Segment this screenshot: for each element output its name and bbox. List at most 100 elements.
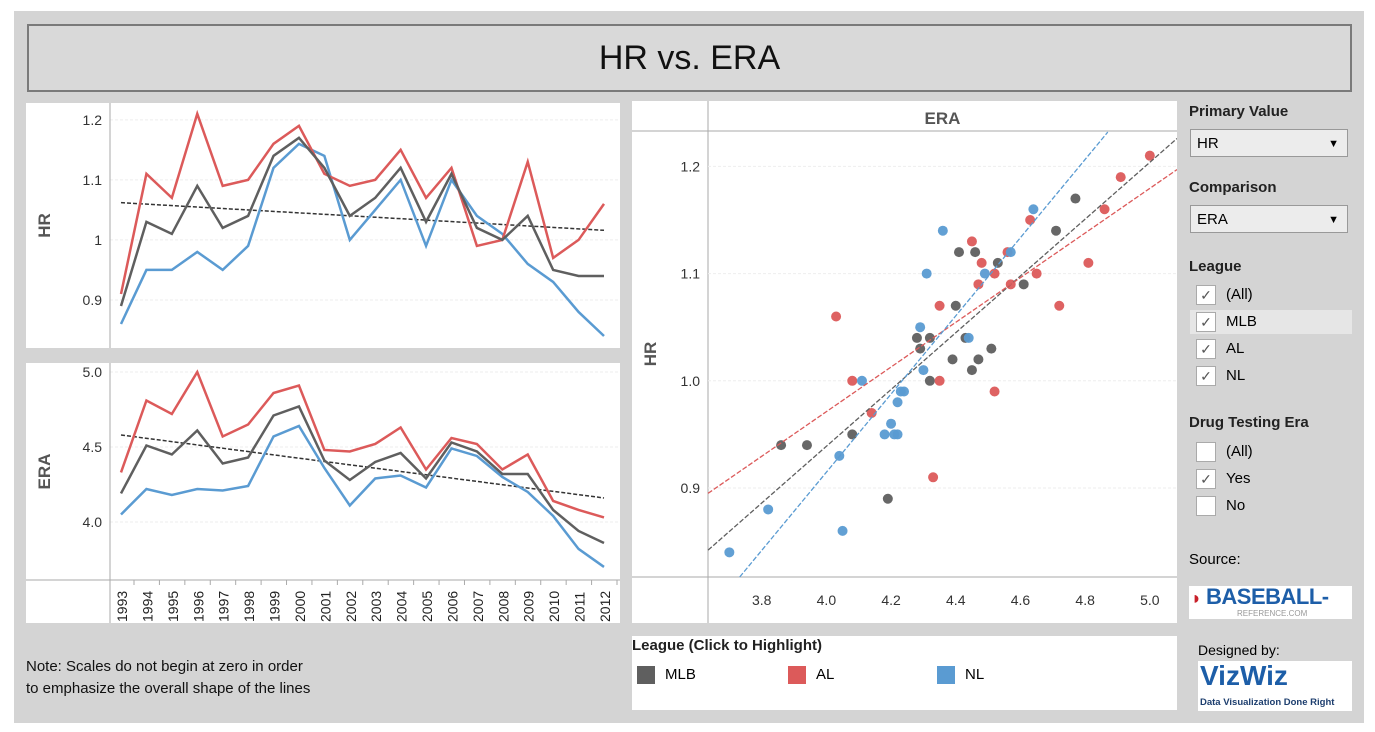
- scatter-point-al: [1025, 214, 1036, 225]
- x-tick-label: 1994: [139, 591, 155, 622]
- checkmark-icon: ✓: [1196, 366, 1216, 386]
- series-line-nl: [119, 142, 605, 337]
- x-tick-label: 2006: [444, 591, 460, 622]
- scatter-point-mlb: [1018, 279, 1029, 290]
- y-axis-title: ERA: [35, 454, 54, 490]
- scatter-point-al: [831, 311, 842, 322]
- y-tick-label: 1.1: [83, 172, 103, 188]
- legend-item-al[interactable]: AL: [788, 665, 834, 685]
- dashboard-title: HR vs. ERA: [27, 24, 1352, 92]
- scatter-point-nl: [915, 322, 926, 333]
- x-tick-label: 1999: [267, 591, 283, 622]
- scatter-point-mlb: [911, 332, 922, 343]
- y-tick-label: 5.0: [83, 364, 103, 380]
- scatter-point-mlb: [847, 429, 858, 440]
- scatter-point-al: [989, 386, 1000, 397]
- checkbox-yes[interactable]: ✓ Yes: [1190, 467, 1352, 491]
- x-tick-label: 1997: [216, 591, 232, 622]
- scatter-point-nl: [856, 375, 867, 386]
- legend: League (Click to Highlight) MLB AL NL: [632, 636, 1177, 710]
- y-tick-label: 1.1: [681, 266, 701, 282]
- scatter-point-al: [934, 300, 945, 311]
- comparison-selected: ERA: [1197, 211, 1228, 228]
- scatter-point-al: [934, 375, 945, 386]
- note-line: Note: Scales do not begin at zero in ord…: [26, 658, 303, 675]
- logo-text: BASEBALL-: [1206, 584, 1329, 609]
- source-label: Source:: [1189, 551, 1241, 568]
- checkbox-all[interactable]: (All): [1190, 440, 1352, 464]
- checkbox-nl[interactable]: ✓ NL: [1190, 364, 1352, 388]
- scatter-point-al: [847, 375, 858, 386]
- scatter-point-mlb: [986, 343, 997, 354]
- mlb-swatch: [637, 666, 655, 684]
- checkbox-icon: [1196, 442, 1216, 462]
- trend-line: [120, 434, 605, 499]
- x-tick-label: 4.4: [946, 592, 966, 608]
- checkbox-label: (All): [1226, 286, 1253, 303]
- scatter-point-al: [1099, 204, 1110, 215]
- x-tick-label: 4.2: [881, 592, 901, 608]
- scatter-point-nl: [892, 397, 903, 408]
- x-tick-label: 2011: [572, 592, 588, 622]
- scatter-point-nl: [921, 268, 932, 279]
- x-axis-title: ERA: [925, 109, 961, 128]
- logo-subtext: REFERENCE.COM: [1237, 609, 1308, 618]
- scatter-point-al: [976, 257, 987, 268]
- logo-text: VizWiz: [1200, 660, 1288, 691]
- legend-item-nl[interactable]: NL: [937, 665, 984, 685]
- series-line-mlb: [119, 404, 605, 545]
- legend-label: MLB: [665, 666, 696, 683]
- x-tick-label: 2010: [546, 591, 562, 622]
- x-tick-label: 1996: [190, 591, 206, 622]
- legend-label: AL: [816, 666, 835, 683]
- scatter-point-mlb: [966, 365, 977, 376]
- series-line-nl: [120, 424, 605, 568]
- checkbox-no[interactable]: No: [1190, 494, 1352, 518]
- checkbox-label: MLB: [1226, 313, 1257, 330]
- hr-line-chart-panel: 0.9 1 1.1 1.2 HR: [26, 103, 620, 348]
- x-tick-label: 2002: [343, 591, 359, 622]
- era-line-chart[interactable]: 4.0 4.5 5.0 1993 1994 1995 1996 1997 1998 1999 200…: [26, 363, 620, 623]
- scatter-point-mlb: [992, 257, 1003, 268]
- hr-line-chart[interactable]: 0.9 1 1.1 1.2 HR: [26, 103, 620, 348]
- comparison-dropdown[interactable]: ERA ▼: [1190, 205, 1348, 233]
- scatter-point-nl: [837, 525, 848, 536]
- scatter-point-mlb: [801, 440, 812, 451]
- x-tick-label: 2009: [521, 591, 537, 622]
- legend-item-mlb[interactable]: MLB: [637, 665, 696, 685]
- x-tick-label: 2012: [597, 591, 613, 622]
- checkbox-label: NL: [1226, 367, 1246, 384]
- series-line-mlb: [119, 136, 604, 307]
- checkmark-icon: ✓: [1196, 339, 1216, 359]
- y-tick-label: 0.9: [681, 480, 701, 496]
- x-tick-label: 2007: [470, 591, 486, 622]
- checkbox-all[interactable]: ✓ (All): [1190, 283, 1352, 307]
- trend-line-nl: [739, 131, 1109, 578]
- league-filter-label: League: [1189, 258, 1242, 275]
- primary-value-selected: HR: [1197, 135, 1219, 152]
- era-line-chart-panel: 4.0 4.5 5.0 1993 1994 1995 1996 1997 1998 1999 200…: [26, 363, 620, 623]
- trend-line-mlb: [707, 138, 1178, 551]
- x-tick-label: 1995: [165, 591, 181, 622]
- scatter-point-nl: [895, 386, 906, 397]
- vizwiz-logo[interactable]: VizWiz Data Visualization Done Right: [1198, 661, 1352, 711]
- x-tick-label: 2005: [419, 591, 435, 622]
- scatter-point-nl: [889, 429, 900, 440]
- scatter-point-mlb: [1070, 193, 1081, 204]
- nl-swatch: [937, 666, 955, 684]
- y-tick-label: 1.2: [681, 158, 701, 174]
- primary-value-dropdown[interactable]: HR ▼: [1190, 129, 1348, 157]
- scatter-point-nl: [937, 225, 948, 236]
- y-axis-title: HR: [641, 342, 660, 367]
- scatter-point-nl: [963, 332, 974, 343]
- checkmark-icon: ✓: [1196, 285, 1216, 305]
- hr-era-scatter[interactable]: ERA HR 0.9 1.0 1.1 1.2 3.8 4.0 4.2 4.4 4.6 4.8 5.0: [632, 101, 1178, 623]
- baseball-reference-logo[interactable]: ◗ BASEBALL- REFERENCE.COM: [1189, 586, 1352, 619]
- series-line-al: [119, 109, 606, 295]
- checkbox-mlb[interactable]: ✓ MLB: [1190, 310, 1352, 334]
- x-tick-label: 1993: [114, 591, 130, 622]
- checkbox-al[interactable]: ✓ AL: [1190, 337, 1352, 361]
- checkbox-label: Yes: [1226, 470, 1251, 487]
- x-tick-label: 4.0: [817, 592, 837, 608]
- checkbox-label: (All): [1226, 443, 1253, 460]
